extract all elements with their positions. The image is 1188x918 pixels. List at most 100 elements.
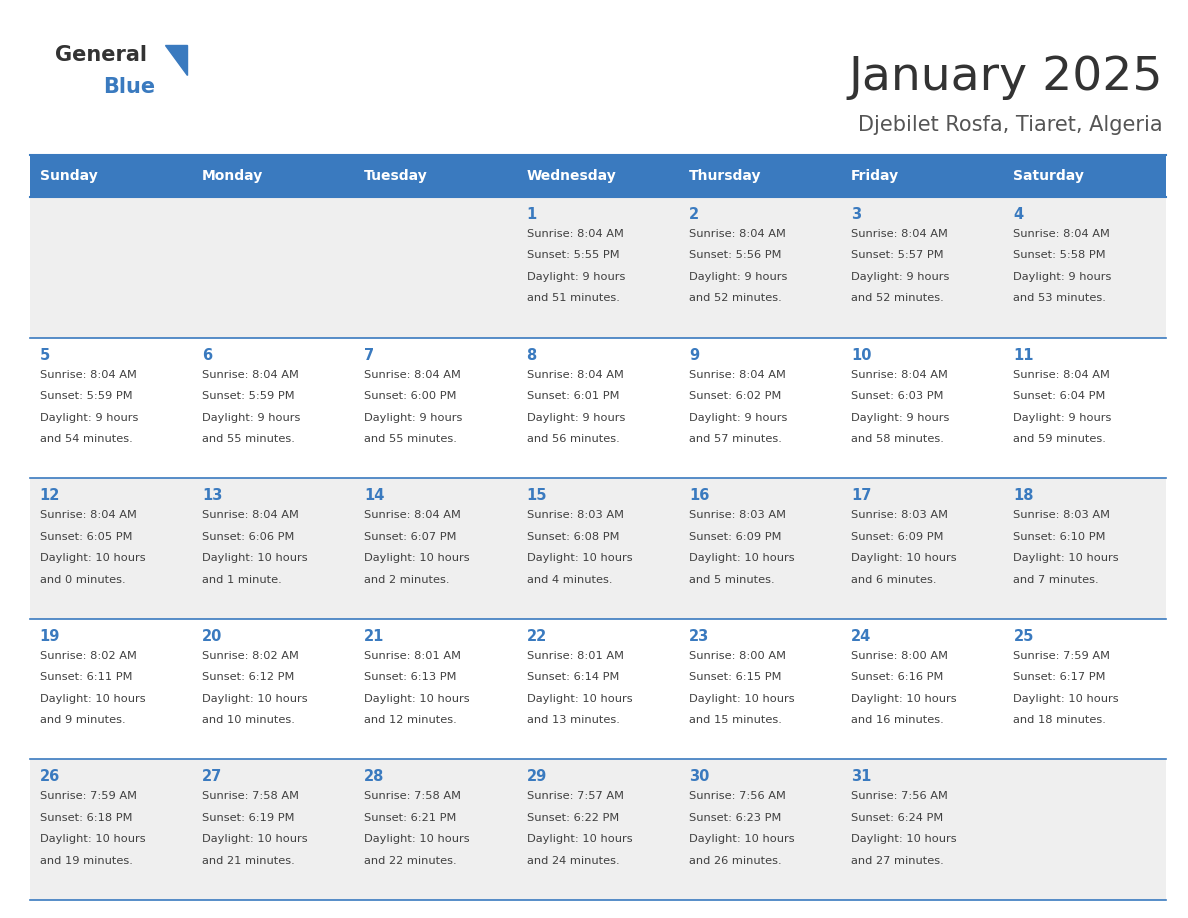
- Text: and 4 minutes.: and 4 minutes.: [526, 575, 612, 585]
- Bar: [1004, 619, 1165, 759]
- Text: 18: 18: [1013, 488, 1034, 503]
- Bar: [680, 478, 841, 619]
- Text: 30: 30: [689, 769, 709, 784]
- Bar: [30, 619, 192, 759]
- Bar: [192, 197, 354, 338]
- Text: Sunset: 5:59 PM: Sunset: 5:59 PM: [202, 391, 295, 401]
- Text: Sunset: 6:18 PM: Sunset: 6:18 PM: [39, 813, 132, 823]
- Text: Daylight: 10 hours: Daylight: 10 hours: [365, 554, 470, 564]
- Text: Daylight: 9 hours: Daylight: 9 hours: [1013, 412, 1112, 422]
- Text: and 2 minutes.: and 2 minutes.: [365, 575, 450, 585]
- Text: Daylight: 9 hours: Daylight: 9 hours: [39, 412, 138, 422]
- Text: Daylight: 10 hours: Daylight: 10 hours: [1013, 694, 1119, 704]
- Text: Sunrise: 8:00 AM: Sunrise: 8:00 AM: [689, 651, 786, 661]
- Text: 15: 15: [526, 488, 548, 503]
- Text: 23: 23: [689, 629, 709, 644]
- Bar: [841, 759, 1004, 900]
- Text: Sunrise: 8:03 AM: Sunrise: 8:03 AM: [689, 510, 786, 521]
- Text: and 52 minutes.: and 52 minutes.: [851, 294, 944, 304]
- Text: and 57 minutes.: and 57 minutes.: [689, 434, 782, 444]
- Text: 9: 9: [689, 348, 699, 363]
- Bar: [517, 338, 680, 478]
- Text: Sunset: 6:08 PM: Sunset: 6:08 PM: [526, 532, 619, 542]
- Text: Daylight: 10 hours: Daylight: 10 hours: [202, 554, 308, 564]
- Text: Sunset: 6:00 PM: Sunset: 6:00 PM: [365, 391, 457, 401]
- Text: and 54 minutes.: and 54 minutes.: [39, 434, 133, 444]
- Text: Sunrise: 7:58 AM: Sunrise: 7:58 AM: [202, 791, 299, 801]
- Text: 16: 16: [689, 488, 709, 503]
- Text: Daylight: 10 hours: Daylight: 10 hours: [202, 694, 308, 704]
- Bar: [30, 338, 192, 478]
- Text: Sunrise: 8:04 AM: Sunrise: 8:04 AM: [202, 510, 299, 521]
- Text: and 24 minutes.: and 24 minutes.: [526, 856, 619, 866]
- Text: and 27 minutes.: and 27 minutes.: [851, 856, 944, 866]
- Text: Sunrise: 8:04 AM: Sunrise: 8:04 AM: [851, 229, 948, 239]
- Text: Sunset: 6:21 PM: Sunset: 6:21 PM: [365, 813, 456, 823]
- Text: Sunset: 6:03 PM: Sunset: 6:03 PM: [851, 391, 943, 401]
- Text: 2: 2: [689, 207, 699, 222]
- Text: Sunrise: 7:57 AM: Sunrise: 7:57 AM: [526, 791, 624, 801]
- Text: Sunrise: 8:04 AM: Sunrise: 8:04 AM: [689, 370, 785, 380]
- Text: Sunset: 6:17 PM: Sunset: 6:17 PM: [1013, 672, 1106, 682]
- Text: and 26 minutes.: and 26 minutes.: [689, 856, 782, 866]
- Bar: [30, 155, 192, 197]
- Text: Sunrise: 8:04 AM: Sunrise: 8:04 AM: [689, 229, 785, 239]
- Bar: [680, 155, 841, 197]
- Text: Sunrise: 8:04 AM: Sunrise: 8:04 AM: [851, 370, 948, 380]
- Text: 4: 4: [1013, 207, 1024, 222]
- Bar: [354, 338, 517, 478]
- Text: Sunset: 6:12 PM: Sunset: 6:12 PM: [202, 672, 295, 682]
- Text: and 55 minutes.: and 55 minutes.: [365, 434, 457, 444]
- Bar: [517, 759, 680, 900]
- Text: Sunset: 6:19 PM: Sunset: 6:19 PM: [202, 813, 295, 823]
- Bar: [841, 338, 1004, 478]
- Text: Daylight: 9 hours: Daylight: 9 hours: [689, 272, 788, 282]
- Text: and 9 minutes.: and 9 minutes.: [39, 715, 126, 725]
- Text: Sunset: 5:56 PM: Sunset: 5:56 PM: [689, 251, 782, 261]
- Bar: [680, 338, 841, 478]
- Text: 17: 17: [851, 488, 872, 503]
- Text: 3: 3: [851, 207, 861, 222]
- Text: Sunrise: 7:56 AM: Sunrise: 7:56 AM: [689, 791, 785, 801]
- Text: Daylight: 9 hours: Daylight: 9 hours: [689, 412, 788, 422]
- Text: 11: 11: [1013, 348, 1034, 363]
- Text: Daylight: 10 hours: Daylight: 10 hours: [851, 694, 956, 704]
- Text: Sunset: 6:11 PM: Sunset: 6:11 PM: [39, 672, 132, 682]
- Text: January 2025: January 2025: [848, 55, 1163, 100]
- Text: 10: 10: [851, 348, 872, 363]
- Bar: [354, 759, 517, 900]
- Bar: [30, 478, 192, 619]
- Text: Daylight: 10 hours: Daylight: 10 hours: [365, 834, 470, 845]
- Bar: [1004, 759, 1165, 900]
- Bar: [680, 759, 841, 900]
- Polygon shape: [165, 45, 187, 75]
- Text: 29: 29: [526, 769, 546, 784]
- Bar: [841, 619, 1004, 759]
- Text: and 21 minutes.: and 21 minutes.: [202, 856, 295, 866]
- Bar: [30, 759, 192, 900]
- Text: and 22 minutes.: and 22 minutes.: [365, 856, 457, 866]
- Text: Sunset: 6:06 PM: Sunset: 6:06 PM: [202, 532, 295, 542]
- Text: 24: 24: [851, 629, 872, 644]
- Text: Daylight: 10 hours: Daylight: 10 hours: [526, 834, 632, 845]
- Bar: [30, 197, 192, 338]
- Text: Sunrise: 8:00 AM: Sunrise: 8:00 AM: [851, 651, 948, 661]
- Text: and 53 minutes.: and 53 minutes.: [1013, 294, 1106, 304]
- Text: Sunrise: 7:59 AM: Sunrise: 7:59 AM: [1013, 651, 1111, 661]
- Text: 14: 14: [365, 488, 385, 503]
- Text: Daylight: 10 hours: Daylight: 10 hours: [365, 694, 470, 704]
- Text: Daylight: 10 hours: Daylight: 10 hours: [689, 834, 795, 845]
- Bar: [354, 155, 517, 197]
- Text: Daylight: 10 hours: Daylight: 10 hours: [851, 554, 956, 564]
- Text: Daylight: 10 hours: Daylight: 10 hours: [526, 694, 632, 704]
- Bar: [841, 197, 1004, 338]
- Text: 5: 5: [39, 348, 50, 363]
- Text: Sunset: 6:10 PM: Sunset: 6:10 PM: [1013, 532, 1106, 542]
- Text: Sunrise: 8:04 AM: Sunrise: 8:04 AM: [202, 370, 299, 380]
- Text: 26: 26: [39, 769, 59, 784]
- Text: Saturday: Saturday: [1013, 169, 1085, 183]
- Text: Sunset: 6:01 PM: Sunset: 6:01 PM: [526, 391, 619, 401]
- Text: Daylight: 10 hours: Daylight: 10 hours: [851, 834, 956, 845]
- Text: Blue: Blue: [103, 77, 156, 97]
- Text: and 13 minutes.: and 13 minutes.: [526, 715, 619, 725]
